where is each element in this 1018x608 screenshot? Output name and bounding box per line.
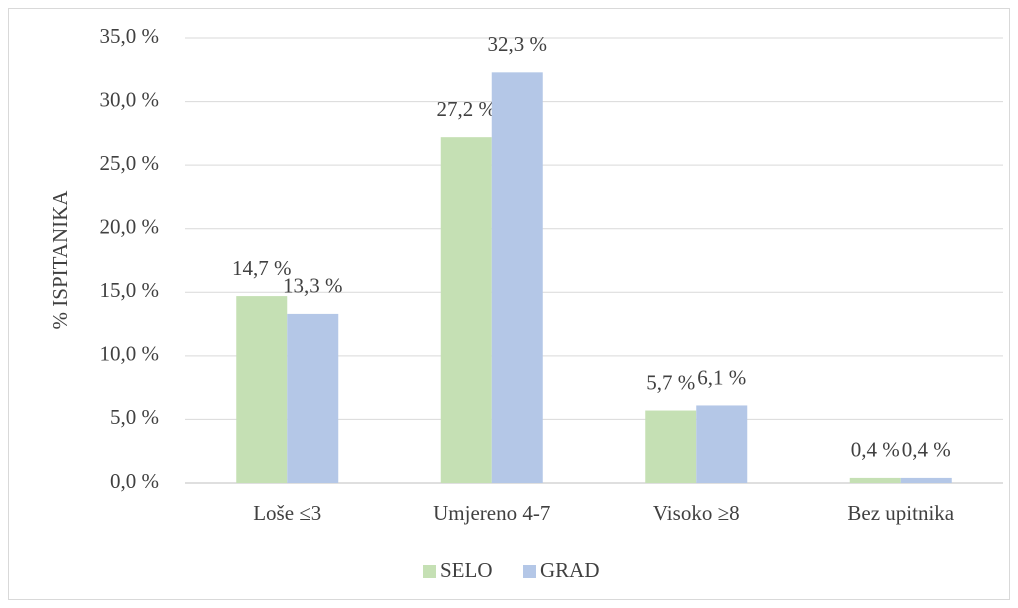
bar [900,477,952,483]
bar [236,296,288,483]
y-tick-label: 25,0 % [100,151,160,175]
bar [491,72,543,483]
y-tick-label: 10,0 % [100,342,160,366]
legend-label: SELO [440,558,493,582]
y-tick-label: 30,0 % [100,87,160,111]
data-label: 32,3 % [488,32,548,56]
x-tick-label: Visoko ≥8 [653,501,740,525]
bar [645,410,697,483]
data-label: 6,1 % [697,365,746,389]
data-label: 0,4 % [902,438,951,462]
y-tick-label: 5,0 % [110,405,159,429]
data-label: 13,3 % [283,274,343,298]
y-axis-label: % ISPITANIKA [48,190,72,330]
bar [696,405,748,483]
bar [440,137,492,483]
x-tick-label: Umjereno 4-7 [433,501,550,525]
y-tick-label: 0,0 % [110,469,159,493]
data-label: 5,7 % [646,370,695,394]
y-tick-label: 35,0 % [100,24,160,48]
data-label: 0,4 % [851,438,900,462]
y-tick-label: 15,0 % [100,278,160,302]
bar [849,477,901,483]
legend-swatch [523,565,536,578]
legend-swatch [423,565,436,578]
bar [287,313,339,483]
data-label: 27,2 % [437,97,497,121]
y-tick-label: 20,0 % [100,215,160,239]
x-tick-label: Bez upitnika [847,501,954,525]
legend-label: GRAD [540,558,600,582]
data-label: 14,7 % [232,256,292,280]
x-tick-label: Loše ≤3 [253,501,321,525]
